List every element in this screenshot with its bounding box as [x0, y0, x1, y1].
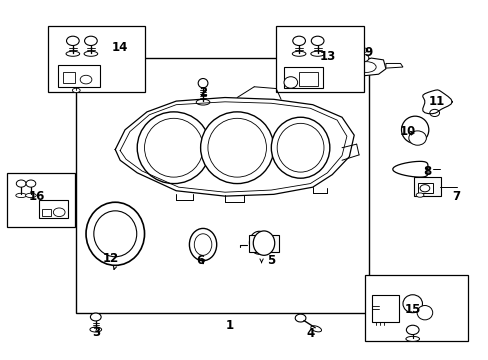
Text: 8: 8	[422, 165, 430, 177]
Bar	[39, 200, 68, 218]
Ellipse shape	[200, 112, 273, 184]
Text: 6: 6	[196, 254, 204, 267]
Ellipse shape	[253, 231, 274, 255]
Bar	[42, 209, 51, 216]
Ellipse shape	[429, 109, 439, 117]
Polygon shape	[385, 63, 402, 68]
Ellipse shape	[90, 313, 101, 321]
Bar	[371, 295, 398, 321]
Ellipse shape	[196, 99, 209, 105]
Ellipse shape	[16, 180, 26, 187]
Text: 5: 5	[266, 254, 275, 267]
Bar	[413, 177, 440, 196]
Ellipse shape	[94, 211, 137, 257]
Ellipse shape	[310, 51, 324, 56]
Text: 4: 4	[305, 327, 314, 339]
Ellipse shape	[311, 36, 324, 45]
Bar	[76, 58, 368, 313]
Bar	[58, 65, 100, 87]
Ellipse shape	[419, 185, 429, 192]
Ellipse shape	[90, 327, 102, 332]
Ellipse shape	[198, 78, 207, 88]
Bar	[48, 26, 145, 92]
Bar	[63, 72, 75, 83]
Text: 15: 15	[404, 303, 420, 316]
Text: 14: 14	[112, 41, 128, 54]
Ellipse shape	[72, 88, 80, 93]
Ellipse shape	[86, 202, 144, 265]
Ellipse shape	[66, 36, 79, 45]
Text: 12: 12	[102, 252, 118, 265]
Ellipse shape	[271, 117, 329, 178]
Ellipse shape	[406, 325, 418, 334]
Text: 16: 16	[29, 190, 45, 203]
Bar	[6, 173, 75, 226]
Bar	[276, 26, 363, 92]
Ellipse shape	[401, 116, 428, 143]
Text: 1: 1	[225, 319, 233, 332]
Ellipse shape	[249, 231, 268, 254]
Bar	[417, 183, 432, 193]
Bar	[299, 72, 317, 86]
Ellipse shape	[359, 48, 367, 52]
Ellipse shape	[358, 54, 368, 62]
Ellipse shape	[405, 336, 419, 341]
Text: 11: 11	[428, 95, 444, 108]
Ellipse shape	[84, 51, 98, 56]
Ellipse shape	[26, 180, 36, 187]
Ellipse shape	[207, 118, 266, 177]
Bar	[249, 234, 278, 252]
Text: 7: 7	[451, 190, 460, 203]
Ellipse shape	[408, 131, 426, 145]
Text: 9: 9	[364, 46, 372, 59]
Ellipse shape	[292, 36, 305, 45]
Ellipse shape	[402, 295, 422, 313]
Ellipse shape	[415, 193, 423, 197]
Bar	[365, 275, 467, 341]
Text: 3: 3	[92, 326, 100, 339]
Ellipse shape	[53, 208, 65, 217]
Ellipse shape	[66, 51, 80, 56]
Polygon shape	[348, 58, 385, 76]
Ellipse shape	[416, 306, 432, 320]
Ellipse shape	[194, 234, 211, 255]
Ellipse shape	[310, 326, 321, 332]
Ellipse shape	[84, 36, 97, 45]
Ellipse shape	[292, 51, 305, 56]
Text: 10: 10	[399, 125, 415, 138]
Ellipse shape	[25, 193, 36, 198]
Ellipse shape	[189, 228, 216, 261]
Bar	[283, 67, 322, 88]
Ellipse shape	[284, 77, 297, 88]
Ellipse shape	[277, 123, 324, 172]
Ellipse shape	[80, 75, 92, 84]
Ellipse shape	[356, 62, 375, 72]
Text: 2: 2	[199, 86, 207, 99]
Ellipse shape	[295, 314, 305, 322]
Text: 13: 13	[319, 50, 335, 63]
Ellipse shape	[137, 112, 210, 184]
Ellipse shape	[16, 193, 26, 198]
Ellipse shape	[144, 118, 203, 177]
